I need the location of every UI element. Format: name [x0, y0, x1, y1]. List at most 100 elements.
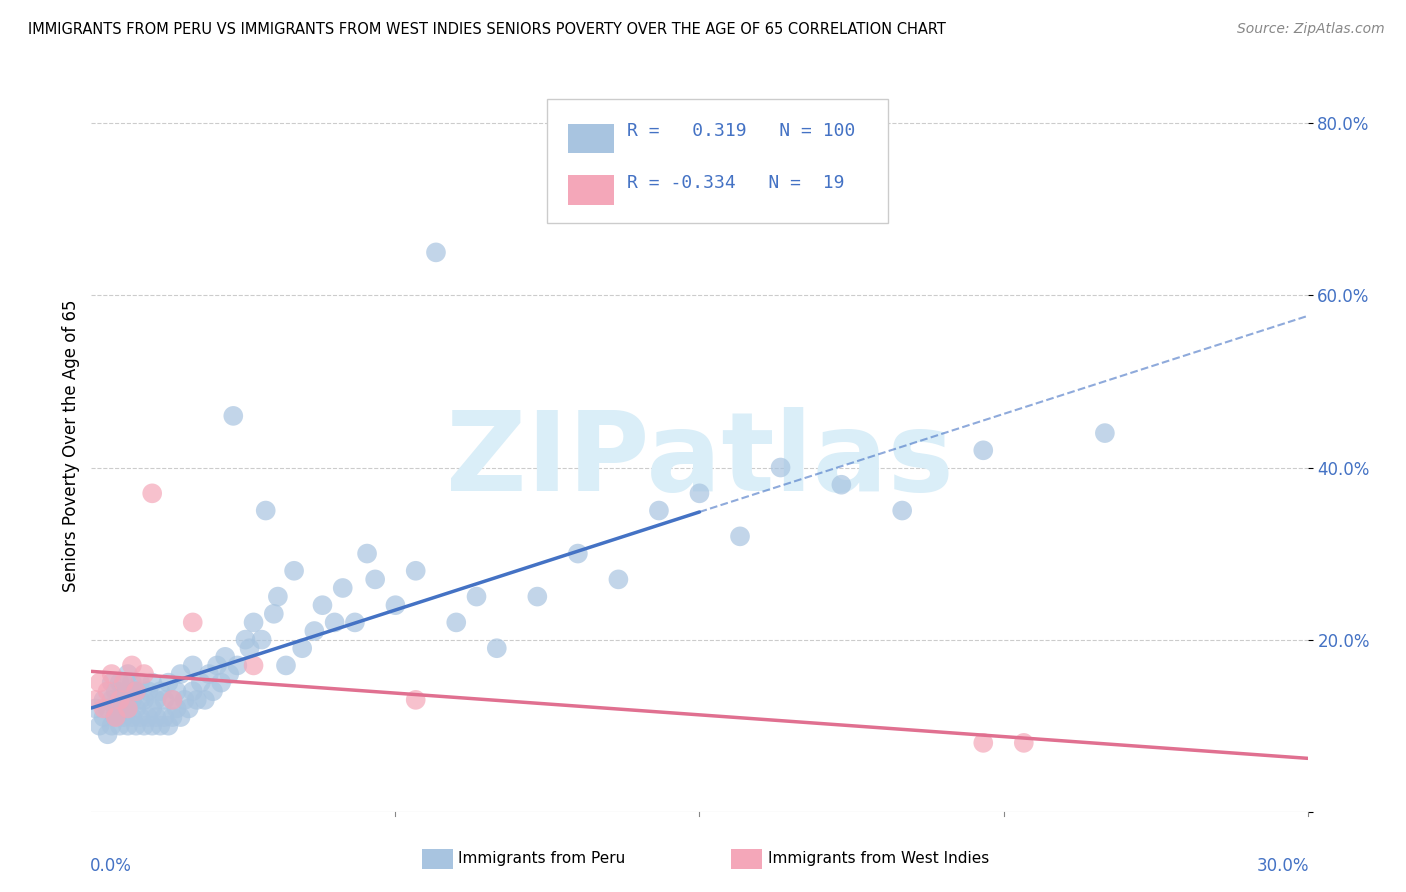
- Point: [112, 710, 135, 724]
- Text: Immigrants from Peru: Immigrants from Peru: [458, 851, 626, 865]
- Point: [769, 460, 792, 475]
- Point: [112, 701, 135, 715]
- Point: [405, 564, 427, 578]
- Point: [526, 590, 548, 604]
- Point: [250, 632, 273, 647]
- Point: [830, 477, 852, 491]
- Point: [84, 701, 107, 715]
- Point: [356, 547, 378, 561]
- Bar: [568, 176, 614, 204]
- Point: [141, 675, 163, 690]
- Point: [125, 719, 148, 733]
- Point: [291, 641, 314, 656]
- Point: [162, 693, 184, 707]
- Point: [607, 573, 630, 587]
- Text: Source: ZipAtlas.com: Source: ZipAtlas.com: [1237, 22, 1385, 37]
- Point: [141, 486, 163, 500]
- Point: [125, 701, 148, 715]
- Point: [425, 245, 447, 260]
- Point: [117, 701, 139, 715]
- Point: [141, 701, 163, 715]
- Point: [132, 667, 155, 681]
- Point: [129, 710, 152, 724]
- Point: [190, 675, 212, 690]
- Point: [117, 693, 139, 707]
- Point: [112, 675, 135, 690]
- Point: [728, 529, 751, 543]
- Point: [125, 684, 148, 698]
- Point: [104, 710, 127, 724]
- Point: [242, 658, 264, 673]
- Point: [117, 667, 139, 681]
- Point: [157, 675, 180, 690]
- Point: [153, 710, 176, 724]
- Point: [214, 649, 236, 664]
- Point: [181, 615, 204, 630]
- Point: [97, 701, 120, 715]
- Point: [121, 658, 143, 673]
- Point: [136, 684, 159, 698]
- Point: [405, 693, 427, 707]
- Point: [100, 667, 122, 681]
- Point: [332, 581, 354, 595]
- Point: [100, 693, 122, 707]
- Point: [1012, 736, 1035, 750]
- Point: [141, 719, 163, 733]
- Point: [100, 675, 122, 690]
- Point: [384, 598, 406, 612]
- Point: [145, 693, 167, 707]
- Point: [93, 710, 115, 724]
- Point: [186, 693, 208, 707]
- FancyBboxPatch shape: [547, 99, 889, 223]
- Point: [194, 693, 217, 707]
- Point: [157, 719, 180, 733]
- Point: [121, 693, 143, 707]
- Point: [218, 667, 240, 681]
- Point: [89, 675, 111, 690]
- Point: [125, 684, 148, 698]
- Point: [84, 693, 107, 707]
- Y-axis label: Seniors Poverty Over the Age of 65: Seniors Poverty Over the Age of 65: [62, 300, 80, 592]
- Text: Immigrants from West Indies: Immigrants from West Indies: [768, 851, 988, 865]
- Text: R =   0.319   N = 100: R = 0.319 N = 100: [627, 122, 855, 140]
- Point: [112, 684, 135, 698]
- Point: [465, 590, 488, 604]
- Point: [181, 684, 204, 698]
- Point: [132, 719, 155, 733]
- Text: R = -0.334   N =  19: R = -0.334 N = 19: [627, 174, 844, 192]
- Point: [323, 615, 346, 630]
- Point: [485, 641, 508, 656]
- Text: ZIPatlas: ZIPatlas: [446, 407, 953, 514]
- Point: [121, 675, 143, 690]
- Point: [169, 667, 191, 681]
- Point: [972, 736, 994, 750]
- Point: [121, 710, 143, 724]
- Point: [173, 693, 195, 707]
- Point: [104, 701, 127, 715]
- Point: [108, 693, 131, 707]
- Point: [100, 719, 122, 733]
- Point: [117, 719, 139, 733]
- Bar: [568, 124, 614, 153]
- Point: [104, 684, 127, 698]
- Point: [129, 693, 152, 707]
- Point: [129, 675, 152, 690]
- Point: [97, 684, 120, 698]
- Point: [108, 719, 131, 733]
- Point: [145, 710, 167, 724]
- Point: [242, 615, 264, 630]
- Point: [93, 693, 115, 707]
- Point: [198, 667, 221, 681]
- Point: [108, 693, 131, 707]
- Point: [254, 503, 277, 517]
- Point: [972, 443, 994, 458]
- Point: [162, 693, 184, 707]
- Point: [149, 719, 172, 733]
- Point: [343, 615, 366, 630]
- Point: [567, 547, 589, 561]
- Text: IMMIGRANTS FROM PERU VS IMMIGRANTS FROM WEST INDIES SENIORS POVERTY OVER THE AGE: IMMIGRANTS FROM PERU VS IMMIGRANTS FROM …: [28, 22, 946, 37]
- Point: [688, 486, 710, 500]
- Point: [891, 503, 914, 517]
- Point: [132, 693, 155, 707]
- Point: [238, 641, 260, 656]
